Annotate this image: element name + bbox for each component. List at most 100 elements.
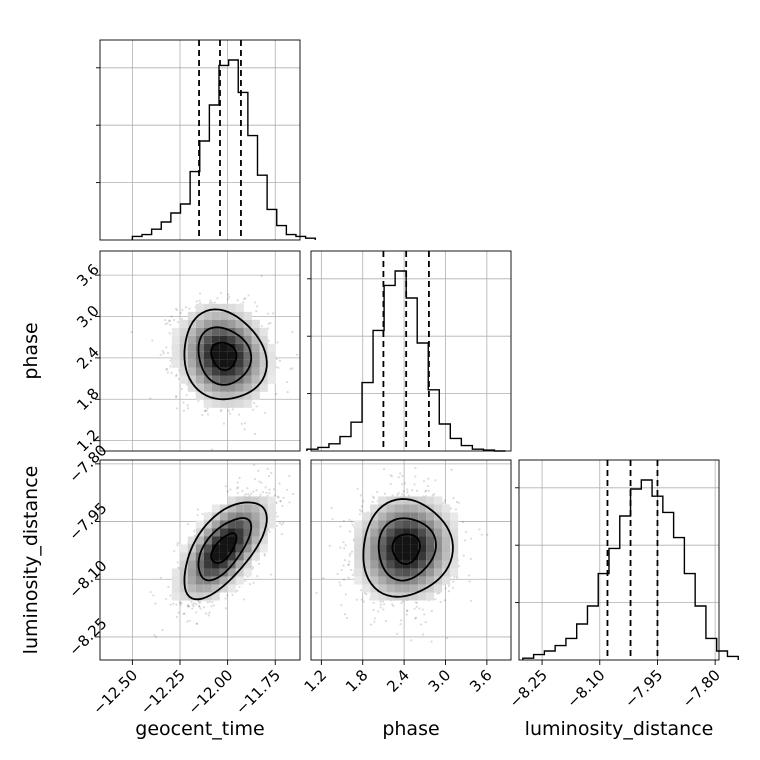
sample-point [286,391,289,394]
sample-point [176,407,179,410]
density-cell [211,528,220,537]
density-cell [243,335,252,344]
density-cell [211,560,220,569]
density-cell [370,544,379,553]
density-cell [203,383,212,392]
density-cell [251,327,260,336]
density-cell [211,399,220,408]
sample-point [244,297,247,300]
x-tick-label: −12.50 [89,666,141,718]
x-tick-label: 2.4 [383,666,413,696]
sample-point [450,468,453,471]
sample-point [180,387,183,391]
sample-point [166,351,170,355]
sample-point [464,530,468,534]
density-cell [227,311,236,320]
sample-point [188,605,191,608]
density-cell [235,504,244,513]
sample-point [452,496,455,500]
density-cell [426,544,435,553]
density-cell [402,512,411,521]
density-cell [259,496,268,505]
contour-level-3 [183,308,268,401]
density-cell [211,536,220,545]
contour-level-1 [210,341,238,371]
sample-point [194,611,198,614]
sample-point [199,600,202,603]
sample-point [430,640,433,643]
density-cell [410,528,419,537]
sample-point [444,587,447,590]
density-cell [243,391,252,400]
density-cell [426,528,435,537]
sample-point [167,319,171,322]
density-cell [402,496,411,505]
density-cell [211,383,220,392]
sample-point [382,608,385,611]
sample-point [192,605,195,608]
density-cell [203,351,212,360]
density-cell [227,391,236,400]
density-cell [259,367,268,376]
density-cell [235,560,244,569]
density-cell [203,335,212,344]
sample-point [149,397,152,400]
sample-point [180,601,183,605]
sample-point [153,634,156,637]
density-cell [386,520,395,529]
sample-point [277,366,280,369]
density-cell [179,359,188,368]
sample-point [383,603,386,606]
sample-point [255,309,258,313]
density-cell [211,552,220,561]
sample-point [251,408,255,411]
density-cell [386,528,395,537]
density-cell [378,592,387,601]
density-cell [243,351,252,360]
sample-point [280,532,283,536]
sample-point [229,412,232,415]
sample-point [400,619,403,622]
density-cell [195,536,204,545]
histogram-panel-geocent_time [96,39,316,241]
sample-point [242,301,245,304]
sample-point [349,552,352,555]
sample-point [193,530,196,533]
density-cell [227,399,236,408]
y-tick-label: 3.0 [73,302,103,332]
sample-point [376,490,379,494]
density-cell [235,496,244,505]
density-cell [362,576,371,585]
scatter-panel-phase-vs-luminosity_distance [310,459,512,661]
density-cell [418,528,427,537]
density-cell [187,375,196,384]
sample-point [198,605,201,608]
density-cell [179,584,188,593]
sample-point [381,600,385,603]
sample-point [227,296,231,299]
sample-point [410,639,413,642]
density-cell [442,536,451,545]
density-cell [378,568,387,577]
density-cell [243,504,252,513]
sample-point [413,483,416,486]
sample-point [240,422,243,426]
density-cell [450,560,459,569]
density-cell [386,560,395,569]
sample-point [343,547,346,550]
density-cell [251,359,260,368]
density-cell [386,496,395,505]
density-cell [235,528,244,537]
sample-point [246,487,249,490]
sample-point [449,507,453,510]
sample-point [211,448,214,451]
sample-point [289,368,292,371]
density-cell [426,520,435,529]
sample-point [188,619,191,622]
sample-point [406,609,409,612]
sample-point [278,359,282,362]
sample-point [204,612,208,615]
sample-point [399,622,402,626]
contour-level-2 [197,326,253,386]
density-cell [450,528,459,537]
